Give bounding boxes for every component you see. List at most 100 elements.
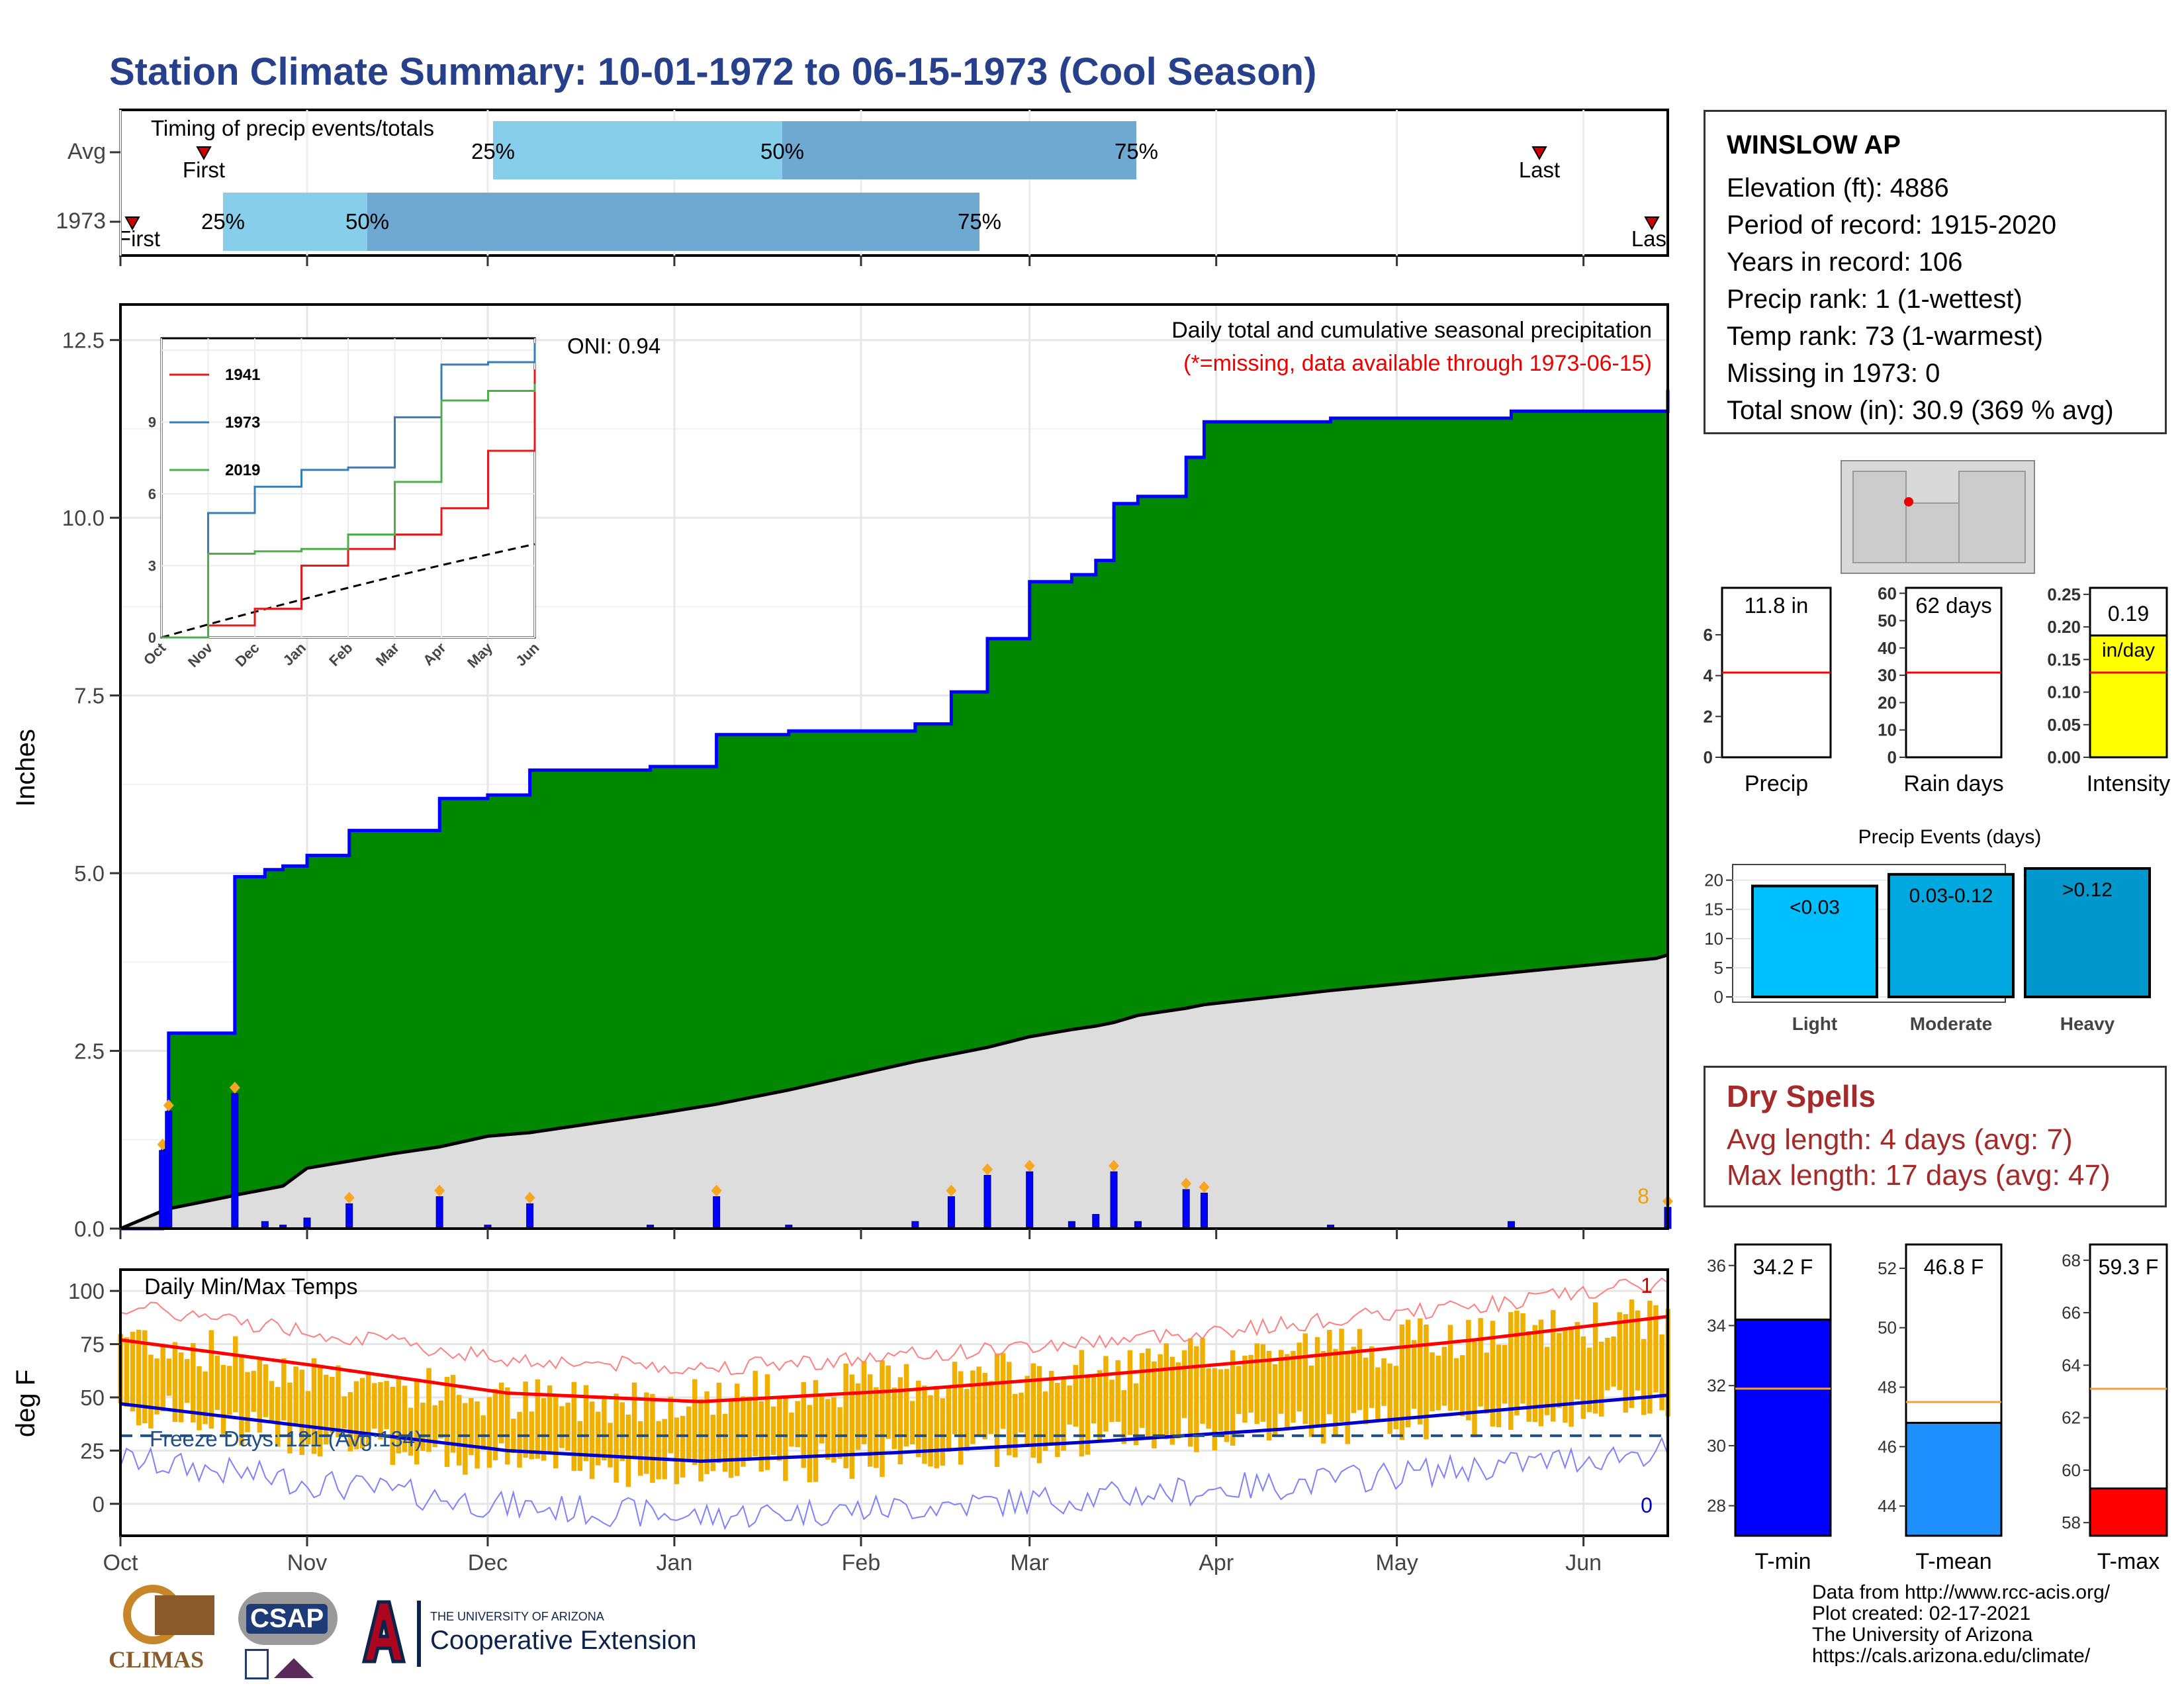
freeze-days-label: Freeze Days: 121 (Avg:134) [150, 1427, 422, 1451]
daily-temp-bar [1030, 1363, 1036, 1458]
daily-temp-bar [220, 1364, 226, 1434]
precip-corner-count: 8 [1637, 1184, 1649, 1208]
heavy-precip-marker [946, 1184, 957, 1197]
daily-temp-bar [1302, 1333, 1308, 1425]
daily-temp-bar [475, 1401, 480, 1469]
daily-temp-bar [722, 1413, 728, 1472]
events-bar-label: <0.03 [1790, 896, 1840, 918]
avg-bar-25-50 [493, 121, 782, 179]
tmin-frame [1734, 1243, 1832, 1537]
daily-precip-bar [713, 1196, 721, 1229]
daily-temp-bar [747, 1396, 752, 1461]
mini-tick-label: 0.05 [2047, 715, 2081, 735]
daily-temp-bar [1369, 1346, 1375, 1408]
daily-temp-bar [275, 1387, 281, 1447]
daily-temp-bar [529, 1411, 535, 1460]
page-title: Station Climate Summary: 10-01-1972 to 0… [109, 50, 1316, 93]
daily-temp-bar [1279, 1350, 1284, 1414]
tsum-tick-label: 34 [1707, 1315, 1726, 1335]
precip-total-label: Precip [1745, 771, 1808, 796]
daily-precip-bar [165, 1111, 173, 1229]
daily-temp-bar [1314, 1336, 1320, 1428]
dry-spells-box: Dry Spells Avg length: 4 days (avg: 7) M… [1704, 1066, 2167, 1207]
daily-temp-bar [1345, 1353, 1350, 1444]
daily-temp-bar [1659, 1334, 1664, 1411]
daily-temp-bar [456, 1395, 462, 1466]
y1973-p75-label: 75% [958, 209, 1001, 234]
tsum-tick-label: 36 [1707, 1256, 1726, 1276]
precip-y-tick-label: 7.5 [74, 684, 105, 708]
tsum-tick-label: 52 [1878, 1258, 1897, 1278]
normal-max-line [120, 1315, 1668, 1403]
daily-temp-bar [837, 1407, 842, 1459]
daily-temp-bar [1248, 1354, 1253, 1413]
temp-y-tick-label: 0 [93, 1492, 105, 1517]
daily-temp-bar [958, 1371, 964, 1465]
rain-days-label: Rain days [1903, 771, 2003, 796]
ua-small-text: THE UNIVERSITY OF ARIZONA [430, 1610, 604, 1623]
mini-tick-label: 2 [1704, 706, 1713, 726]
daily-temp-bar [994, 1353, 1000, 1467]
daily-temp-bar [861, 1361, 867, 1444]
daily-temp-bar [154, 1358, 159, 1415]
daily-temp-bar [1048, 1370, 1054, 1443]
daily-temp-bar [353, 1381, 359, 1450]
daily-temp-bar [776, 1397, 782, 1461]
daily-temp-bar [1393, 1366, 1399, 1429]
daily-temp-bar [1381, 1358, 1387, 1406]
daily-temp-bar [1291, 1350, 1296, 1423]
daily-temp-bar [1586, 1347, 1592, 1413]
daily-temp-bar [172, 1342, 178, 1423]
heavy-precip-marker [343, 1192, 355, 1204]
daily-temp-bar [1508, 1312, 1514, 1430]
daily-temp-bar [1532, 1325, 1538, 1423]
daily-temp-bar [1411, 1340, 1417, 1409]
heavy-precip-marker [163, 1099, 174, 1111]
daily-temp-bar [1623, 1314, 1629, 1413]
csap-text: CSAP [246, 1604, 328, 1634]
inset-y-tick-label: 9 [148, 414, 156, 431]
daily-temp-bar [1139, 1353, 1145, 1429]
daily-temp-bar [662, 1419, 667, 1479]
daily-temp-bar [583, 1385, 589, 1462]
daily-temp-bar [1260, 1344, 1266, 1422]
normal-precip-line [120, 953, 1668, 1231]
record-min-line [120, 1436, 1668, 1530]
daily-temp-bar [1557, 1333, 1562, 1408]
inset-series-1973 [161, 343, 536, 639]
daily-temp-bar [1146, 1348, 1151, 1436]
daily-temp-bar [1339, 1329, 1344, 1422]
events-category-label: Light [1792, 1013, 1837, 1034]
mini-tick-label: 6 [1704, 625, 1713, 645]
inset-y-tick-label: 0 [148, 630, 156, 646]
daily-temp-bar [1387, 1363, 1392, 1434]
precip-y-tick-label: 12.5 [62, 328, 105, 353]
daily-temp-bar [1357, 1329, 1363, 1411]
credit-url: https://cals.arizona.edu/climate/ [1812, 1645, 2091, 1667]
heavy-precip-marker [982, 1163, 993, 1176]
tsum-tick-label: 64 [2062, 1355, 2081, 1375]
tmax-value: 59.3 F [2099, 1255, 2159, 1279]
daily-temp-bar [184, 1358, 190, 1403]
daily-temp-bar [1399, 1324, 1405, 1440]
daily-temp-bar [299, 1370, 304, 1455]
events-bar-light [1751, 884, 1878, 999]
csap-logo: CSAP [232, 1585, 344, 1685]
daily-temp-bar [480, 1415, 486, 1450]
daily-temp-bar [444, 1376, 450, 1468]
inset-normal-line [161, 543, 535, 639]
avg-first-label: First [183, 158, 225, 182]
timing-row-1973: 1973 [56, 209, 106, 234]
station-info-box: WINSLOW AP Elevation (ft): 4886 Period o… [1704, 110, 2167, 434]
y1973-last-marker [1644, 216, 1660, 231]
tsum-tick-label: 62 [2062, 1408, 2081, 1428]
daily-temp-bar [916, 1380, 921, 1458]
station-years: Years in record: 106 [1727, 248, 1963, 277]
daily-temp-bar [1200, 1338, 1205, 1424]
inset-legend-label: 2019 [225, 461, 260, 479]
daily-temp-bar [789, 1413, 794, 1447]
daily-temp-bar [1418, 1318, 1423, 1425]
daily-temp-bar [124, 1337, 130, 1407]
daily-temp-bar [1212, 1368, 1218, 1450]
precip-panel-header: Daily total and cumulative seasonal prec… [1171, 318, 1652, 343]
